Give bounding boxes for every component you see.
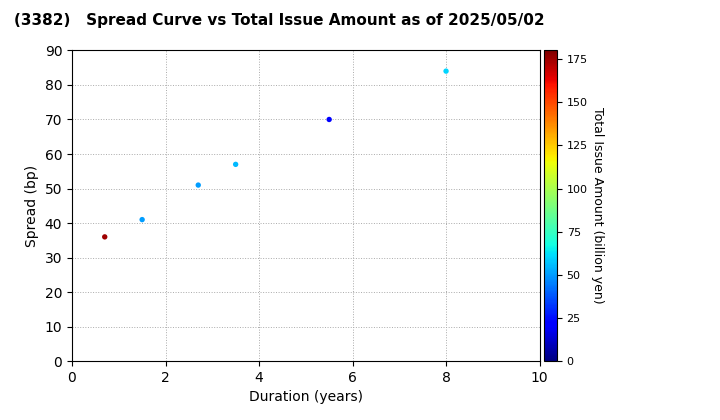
Point: [441, 68, 452, 74]
Point: [323, 116, 335, 123]
Point: [230, 161, 241, 168]
Point: [192, 182, 204, 189]
Y-axis label: Total Issue Amount (billion yen): Total Issue Amount (billion yen): [591, 108, 604, 304]
Point: [99, 234, 110, 240]
Point: [136, 216, 148, 223]
Y-axis label: Spread (bp): Spread (bp): [25, 165, 39, 247]
X-axis label: Duration (years): Duration (years): [249, 391, 363, 404]
Text: (3382)   Spread Curve vs Total Issue Amount as of 2025/05/02: (3382) Spread Curve vs Total Issue Amoun…: [14, 13, 545, 28]
